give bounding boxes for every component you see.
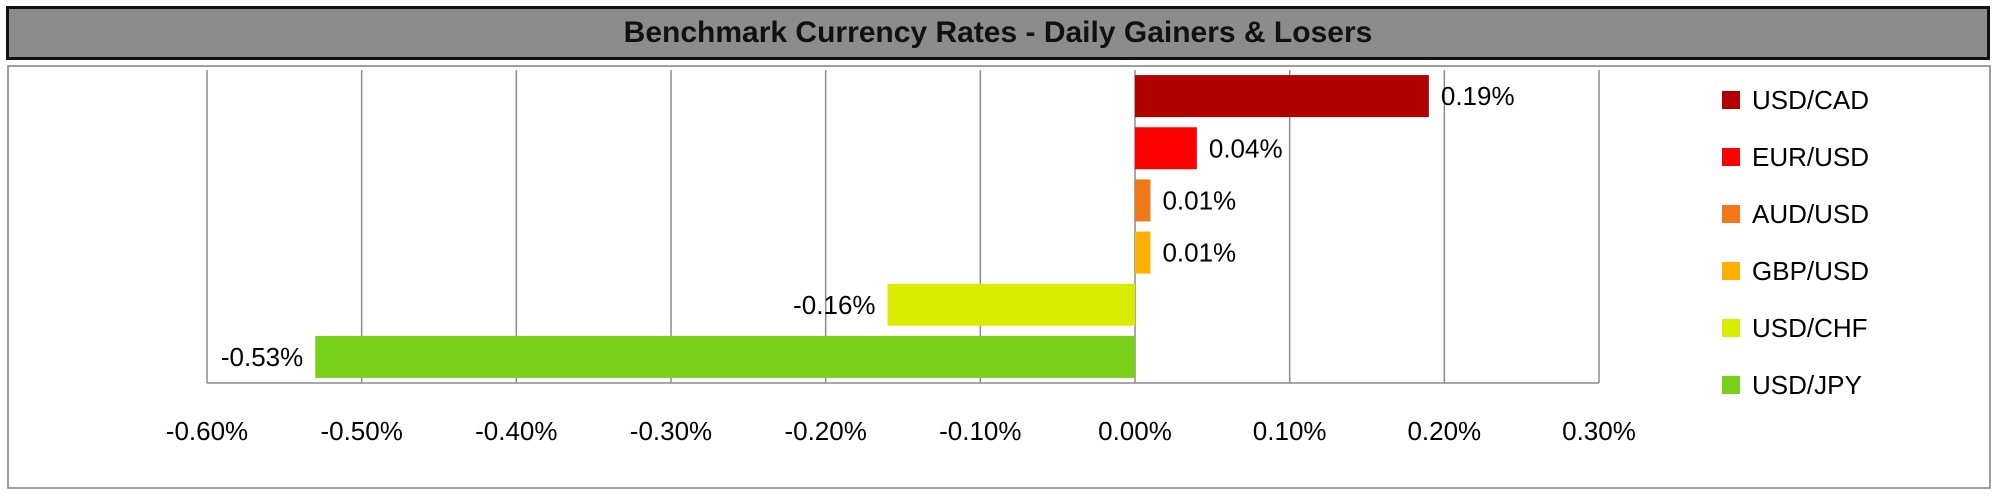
x-axis-ticks: -0.60% -0.50% -0.40% -0.30% -0.20% -0.10% 0.00… (166, 416, 1636, 446)
bar-usd-chf (887, 283, 1135, 326)
data-labels: 0.19% 0.04% 0.01% 0.01% -0.16% -0.53% (221, 81, 1515, 372)
data-label: 0.19% (1441, 81, 1515, 111)
x-tick-label: -0.20% (784, 416, 866, 446)
chart-title: Benchmark Currency Rates - Daily Gainers… (623, 16, 1373, 49)
x-tick-label: -0.50% (320, 416, 402, 446)
legend-label: USD/JPY (1752, 370, 1862, 400)
legend-swatch (1722, 91, 1740, 109)
legend-label: USD/CHF (1752, 313, 1868, 343)
legend-label: GBP/USD (1752, 256, 1869, 286)
x-tick-label: -0.60% (166, 416, 248, 446)
legend-swatch (1722, 376, 1740, 394)
bar-usd-jpy (315, 335, 1135, 378)
x-tick-label: -0.30% (630, 416, 712, 446)
data-label: 0.01% (1162, 238, 1236, 268)
x-tick-label: 0.20% (1407, 416, 1481, 446)
legend-label: USD/CAD (1752, 85, 1869, 115)
bar-usd-cad (1135, 75, 1429, 118)
bars (315, 75, 1429, 378)
gridlines (206, 70, 1600, 384)
x-tick-label: -0.10% (939, 416, 1021, 446)
legend-swatch (1722, 148, 1740, 166)
x-tick-label: 0.30% (1562, 416, 1636, 446)
data-label: 0.01% (1162, 185, 1236, 215)
plot-frame (7, 65, 1991, 489)
bar-aud-usd (1135, 179, 1151, 222)
legend-label: AUD/USD (1752, 199, 1869, 229)
legend-swatch (1722, 319, 1740, 337)
data-label: -0.16% (793, 290, 875, 320)
legend-swatch (1722, 205, 1740, 223)
bar-eur-usd (1135, 127, 1197, 170)
legend: USD/CAD EUR/USD AUD/USD GBP/USD USD/CHF USD/J… (1722, 85, 1869, 400)
legend-label: EUR/USD (1752, 142, 1869, 172)
legend-swatch (1722, 262, 1740, 280)
chart-frame: Benchmark Currency Rates - Daily Gainers… (6, 6, 1990, 488)
chart-title-bar: Benchmark Currency Rates - Daily Gainers… (6, 6, 1990, 60)
x-tick-label: -0.40% (475, 416, 557, 446)
data-label: -0.53% (221, 342, 303, 372)
x-tick-label: 0.10% (1253, 416, 1327, 446)
bar-gbp-usd (1135, 231, 1151, 274)
x-tick-label: 0.00% (1098, 416, 1172, 446)
data-label: 0.04% (1209, 133, 1283, 163)
